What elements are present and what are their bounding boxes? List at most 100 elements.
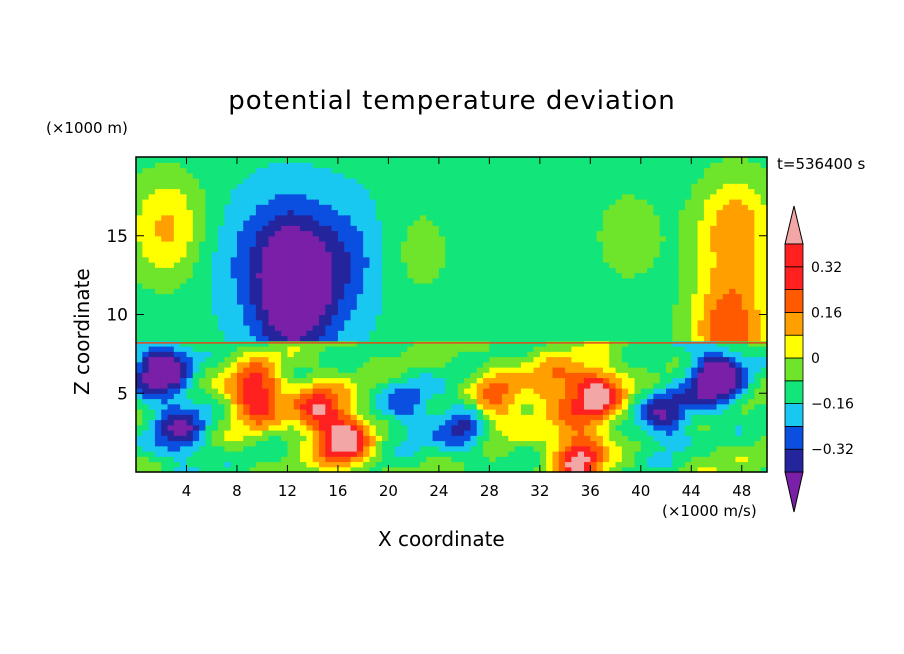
heatmap-cell (255, 325, 263, 331)
heatmap-cell (552, 340, 560, 347)
heatmap-cell (369, 309, 377, 316)
heatmap-cell (268, 346, 276, 352)
heatmap-cell (590, 424, 598, 431)
heatmap-cell (300, 199, 307, 205)
heatmap-cell (306, 209, 314, 216)
heatmap-cell (173, 346, 181, 352)
heatmap-cell (558, 319, 566, 326)
heatmap-cell (457, 277, 465, 284)
heatmap-cell (300, 430, 307, 436)
heatmap-cell (464, 367, 472, 373)
heatmap-cell (306, 162, 314, 169)
heatmap-cell (325, 335, 333, 342)
heatmap-cell (224, 277, 232, 284)
heatmap-cell (262, 298, 270, 305)
heatmap-cell (596, 172, 604, 179)
heatmap-cell (375, 204, 383, 211)
heatmap-cell (312, 388, 320, 394)
heatmap-cell (356, 403, 364, 410)
heatmap-cell (615, 214, 623, 221)
heatmap-cell (419, 361, 427, 368)
heatmap-cell (255, 372, 263, 379)
heatmap-cell (432, 214, 440, 221)
heatmap-cell (274, 424, 282, 431)
heatmap-cell (634, 235, 642, 242)
heatmap-cell (255, 272, 263, 279)
heatmap-cell (369, 304, 377, 310)
heatmap-cell (148, 293, 156, 300)
heatmap-cell (268, 167, 276, 174)
heatmap-cell (470, 372, 478, 379)
heatmap-cell (508, 262, 516, 268)
heatmap-cell (394, 162, 402, 169)
heatmap-cell (369, 377, 377, 384)
heatmap-cell (388, 235, 396, 242)
heatmap-cell (388, 178, 396, 184)
heatmap-cell (476, 272, 484, 279)
heatmap-cell (236, 409, 244, 415)
heatmap-cell (495, 309, 503, 316)
heatmap-cell (325, 461, 333, 468)
heatmap-cell (211, 330, 219, 337)
heatmap-cell (501, 178, 509, 184)
heatmap-cell (647, 461, 655, 468)
heatmap-cell (584, 424, 591, 431)
heatmap-cell (293, 262, 301, 268)
heatmap-cell (262, 314, 270, 321)
heatmap-cell (192, 440, 200, 447)
heatmap-cell (451, 309, 459, 316)
heatmap-cell (192, 304, 200, 310)
heatmap-cell (552, 293, 560, 300)
heatmap-cell (609, 277, 617, 284)
heatmap-cell (539, 172, 547, 179)
heatmap-cell (287, 451, 295, 457)
heatmap-cell (514, 424, 522, 431)
heatmap-cell (596, 330, 604, 337)
heatmap-cell (615, 403, 623, 410)
heatmap-cell (470, 309, 478, 316)
heatmap-cell (508, 235, 516, 242)
heatmap-cell (154, 424, 162, 431)
heatmap-cell (419, 382, 427, 389)
heatmap-cell (218, 319, 225, 326)
heatmap-cell (552, 377, 560, 384)
heatmap-cell (281, 209, 289, 216)
heatmap-cell (192, 435, 200, 442)
heatmap-cell (432, 409, 440, 415)
heatmap-cell (350, 435, 358, 442)
heatmap-cell (501, 403, 509, 410)
heatmap-cell (647, 193, 655, 200)
heatmap-cell (407, 225, 415, 232)
heatmap-cell (401, 340, 408, 347)
heatmap-cell (274, 256, 282, 263)
heatmap-cell (205, 277, 213, 284)
heatmap-cell (401, 214, 408, 221)
heatmap-cell (382, 172, 389, 179)
heatmap-cell (274, 183, 282, 190)
heatmap-cell (224, 214, 232, 221)
heatmap-cell (236, 330, 244, 337)
heatmap-cell (167, 256, 175, 263)
heatmap-cell (419, 388, 427, 394)
heatmap-cell (205, 451, 213, 457)
heatmap-cell (167, 382, 175, 389)
heatmap-cell (457, 183, 465, 190)
heatmap-cell (407, 419, 415, 426)
heatmap-cell (533, 209, 541, 216)
heatmap-cell (457, 162, 465, 169)
heatmap-cell (337, 220, 345, 226)
heatmap-cell (356, 162, 364, 169)
heatmap-cell (173, 445, 181, 452)
heatmap-cell (243, 314, 251, 321)
heatmap-cell (571, 319, 579, 326)
heatmap-cell (274, 235, 282, 242)
chart-title: potential temperature deviation (228, 86, 676, 116)
heatmap-cell (344, 451, 352, 457)
heatmap-cell (300, 456, 307, 463)
heatmap-cell (419, 272, 427, 279)
heatmap-cell (211, 466, 219, 473)
heatmap-cell (413, 199, 421, 205)
heatmap-cell (470, 393, 478, 400)
heatmap-cell (451, 157, 459, 163)
heatmap-cell (413, 456, 421, 463)
